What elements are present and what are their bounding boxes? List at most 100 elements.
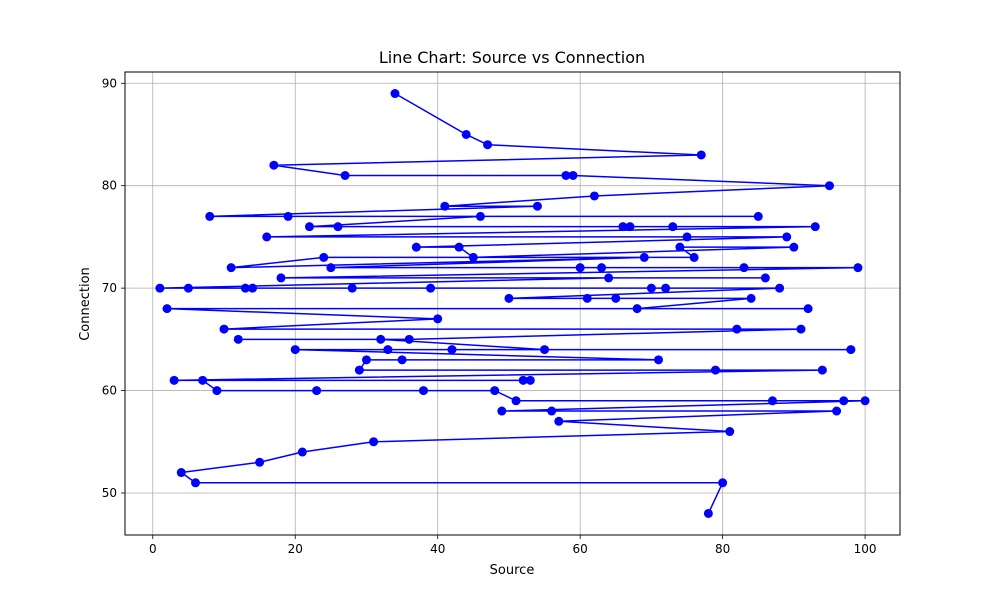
data-point	[625, 222, 635, 232]
data-point	[803, 304, 813, 314]
data-point	[810, 222, 820, 232]
x-tick-label: 20	[288, 542, 303, 556]
data-point	[753, 211, 763, 221]
data-point	[696, 150, 706, 160]
data-point	[248, 283, 258, 293]
data-point	[191, 478, 201, 488]
data-point	[383, 345, 393, 355]
data-point	[639, 252, 649, 262]
data-point	[304, 222, 314, 232]
data-point	[354, 365, 364, 375]
y-tick-label: 90	[102, 76, 117, 90]
y-tick-label: 60	[102, 384, 117, 398]
data-point	[846, 345, 856, 355]
data-point	[853, 263, 863, 273]
data-point	[689, 252, 699, 262]
data-point	[340, 170, 350, 180]
x-tick-label: 100	[854, 542, 877, 556]
data-point	[703, 508, 713, 518]
data-point	[561, 170, 571, 180]
data-point	[369, 437, 379, 447]
data-point	[860, 396, 870, 406]
data-point	[782, 232, 792, 242]
data-point	[447, 345, 457, 355]
x-tick-label: 80	[715, 542, 730, 556]
data-point	[589, 191, 599, 201]
data-point	[646, 283, 656, 293]
data-point	[233, 334, 243, 344]
data-point	[461, 129, 471, 139]
data-point	[767, 396, 777, 406]
data-point	[283, 211, 293, 221]
data-point	[554, 416, 564, 426]
chart-title: Line Chart: Source vs Connection	[379, 48, 645, 67]
data-point	[376, 334, 386, 344]
y-tick-label: 50	[102, 486, 117, 500]
data-point	[297, 447, 307, 457]
data-point	[240, 283, 250, 293]
data-point	[582, 293, 592, 303]
x-axis-label: Source	[490, 563, 535, 578]
x-axis: 0 20 40 60 80 100	[149, 535, 877, 556]
data-point	[326, 263, 336, 273]
data-point	[468, 252, 478, 262]
data-point	[411, 242, 421, 252]
data-point	[276, 273, 286, 283]
data-point	[732, 324, 742, 334]
data-point	[532, 201, 542, 211]
data-point	[832, 406, 842, 416]
x-tick-label: 40	[430, 542, 445, 556]
data-point	[440, 201, 450, 211]
data-point	[575, 263, 585, 273]
data-point	[618, 222, 628, 232]
data-point	[255, 457, 265, 467]
data-point	[319, 252, 329, 262]
data-point	[312, 386, 322, 396]
x-tick-label: 60	[573, 542, 588, 556]
data-point	[155, 283, 165, 293]
data-point	[483, 140, 493, 150]
grid	[125, 72, 900, 535]
y-tick-label: 80	[102, 179, 117, 193]
data-point	[839, 396, 849, 406]
data-point	[176, 468, 186, 478]
data-point	[568, 170, 578, 180]
data-point	[418, 386, 428, 396]
data-point	[183, 283, 193, 293]
data-point	[654, 355, 664, 365]
data-point	[475, 211, 485, 221]
data-point	[454, 242, 464, 252]
data-point	[162, 304, 172, 314]
data-point	[611, 293, 621, 303]
y-tick-label: 70	[102, 281, 117, 295]
data-point	[789, 242, 799, 252]
data-point	[333, 222, 343, 232]
data-point	[205, 211, 215, 221]
data-point	[775, 283, 785, 293]
data-point	[725, 427, 735, 437]
data-point	[824, 181, 834, 191]
data-point	[198, 375, 208, 385]
y-axis: 50 60 70 80 90	[102, 76, 125, 500]
data-point	[711, 365, 721, 375]
data-point	[347, 283, 357, 293]
data-point	[760, 273, 770, 283]
data-point	[597, 263, 607, 273]
data-point	[746, 293, 756, 303]
data-point	[390, 89, 400, 99]
data-point	[511, 396, 521, 406]
data-point	[547, 406, 557, 416]
data-point	[817, 365, 827, 375]
data-point	[504, 293, 514, 303]
data-point	[361, 355, 371, 365]
plot-frame	[124, 71, 901, 536]
series-line	[159, 92, 866, 514]
data-point	[632, 304, 642, 314]
data-point	[661, 283, 671, 293]
data-point	[682, 232, 692, 242]
data-point	[426, 283, 436, 293]
data-point	[226, 263, 236, 273]
data-point	[525, 375, 535, 385]
series-layer	[155, 89, 870, 518]
